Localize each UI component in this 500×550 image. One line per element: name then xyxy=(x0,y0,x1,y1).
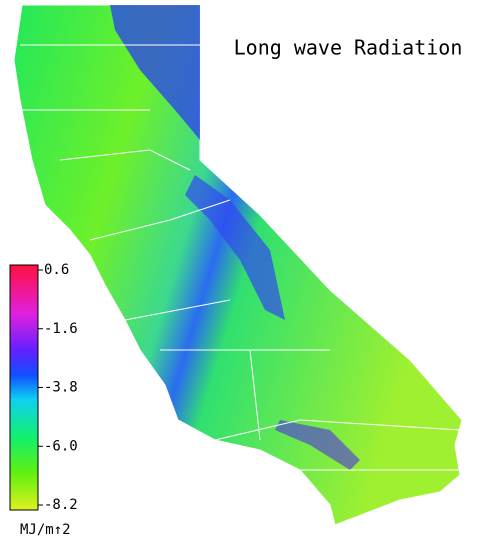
map-title: Long wave Radiation xyxy=(234,36,463,60)
county-lines xyxy=(20,44,461,471)
colorbar-tick-label: 0.6 xyxy=(44,262,69,278)
california-land xyxy=(13,4,463,526)
colorbar-tick-label: -1.6 xyxy=(44,321,78,337)
colorbar-tick-label: -3.8 xyxy=(44,380,78,396)
colorbar xyxy=(9,264,39,511)
north-band xyxy=(110,5,200,140)
colorbar-unit: MJ/m↑2 xyxy=(20,522,71,538)
colorbar-tick-label: -6.0 xyxy=(44,438,78,454)
south-band xyxy=(275,420,360,470)
sierra-band xyxy=(185,175,285,320)
colorbar-tick-label: -8.2 xyxy=(44,497,78,513)
